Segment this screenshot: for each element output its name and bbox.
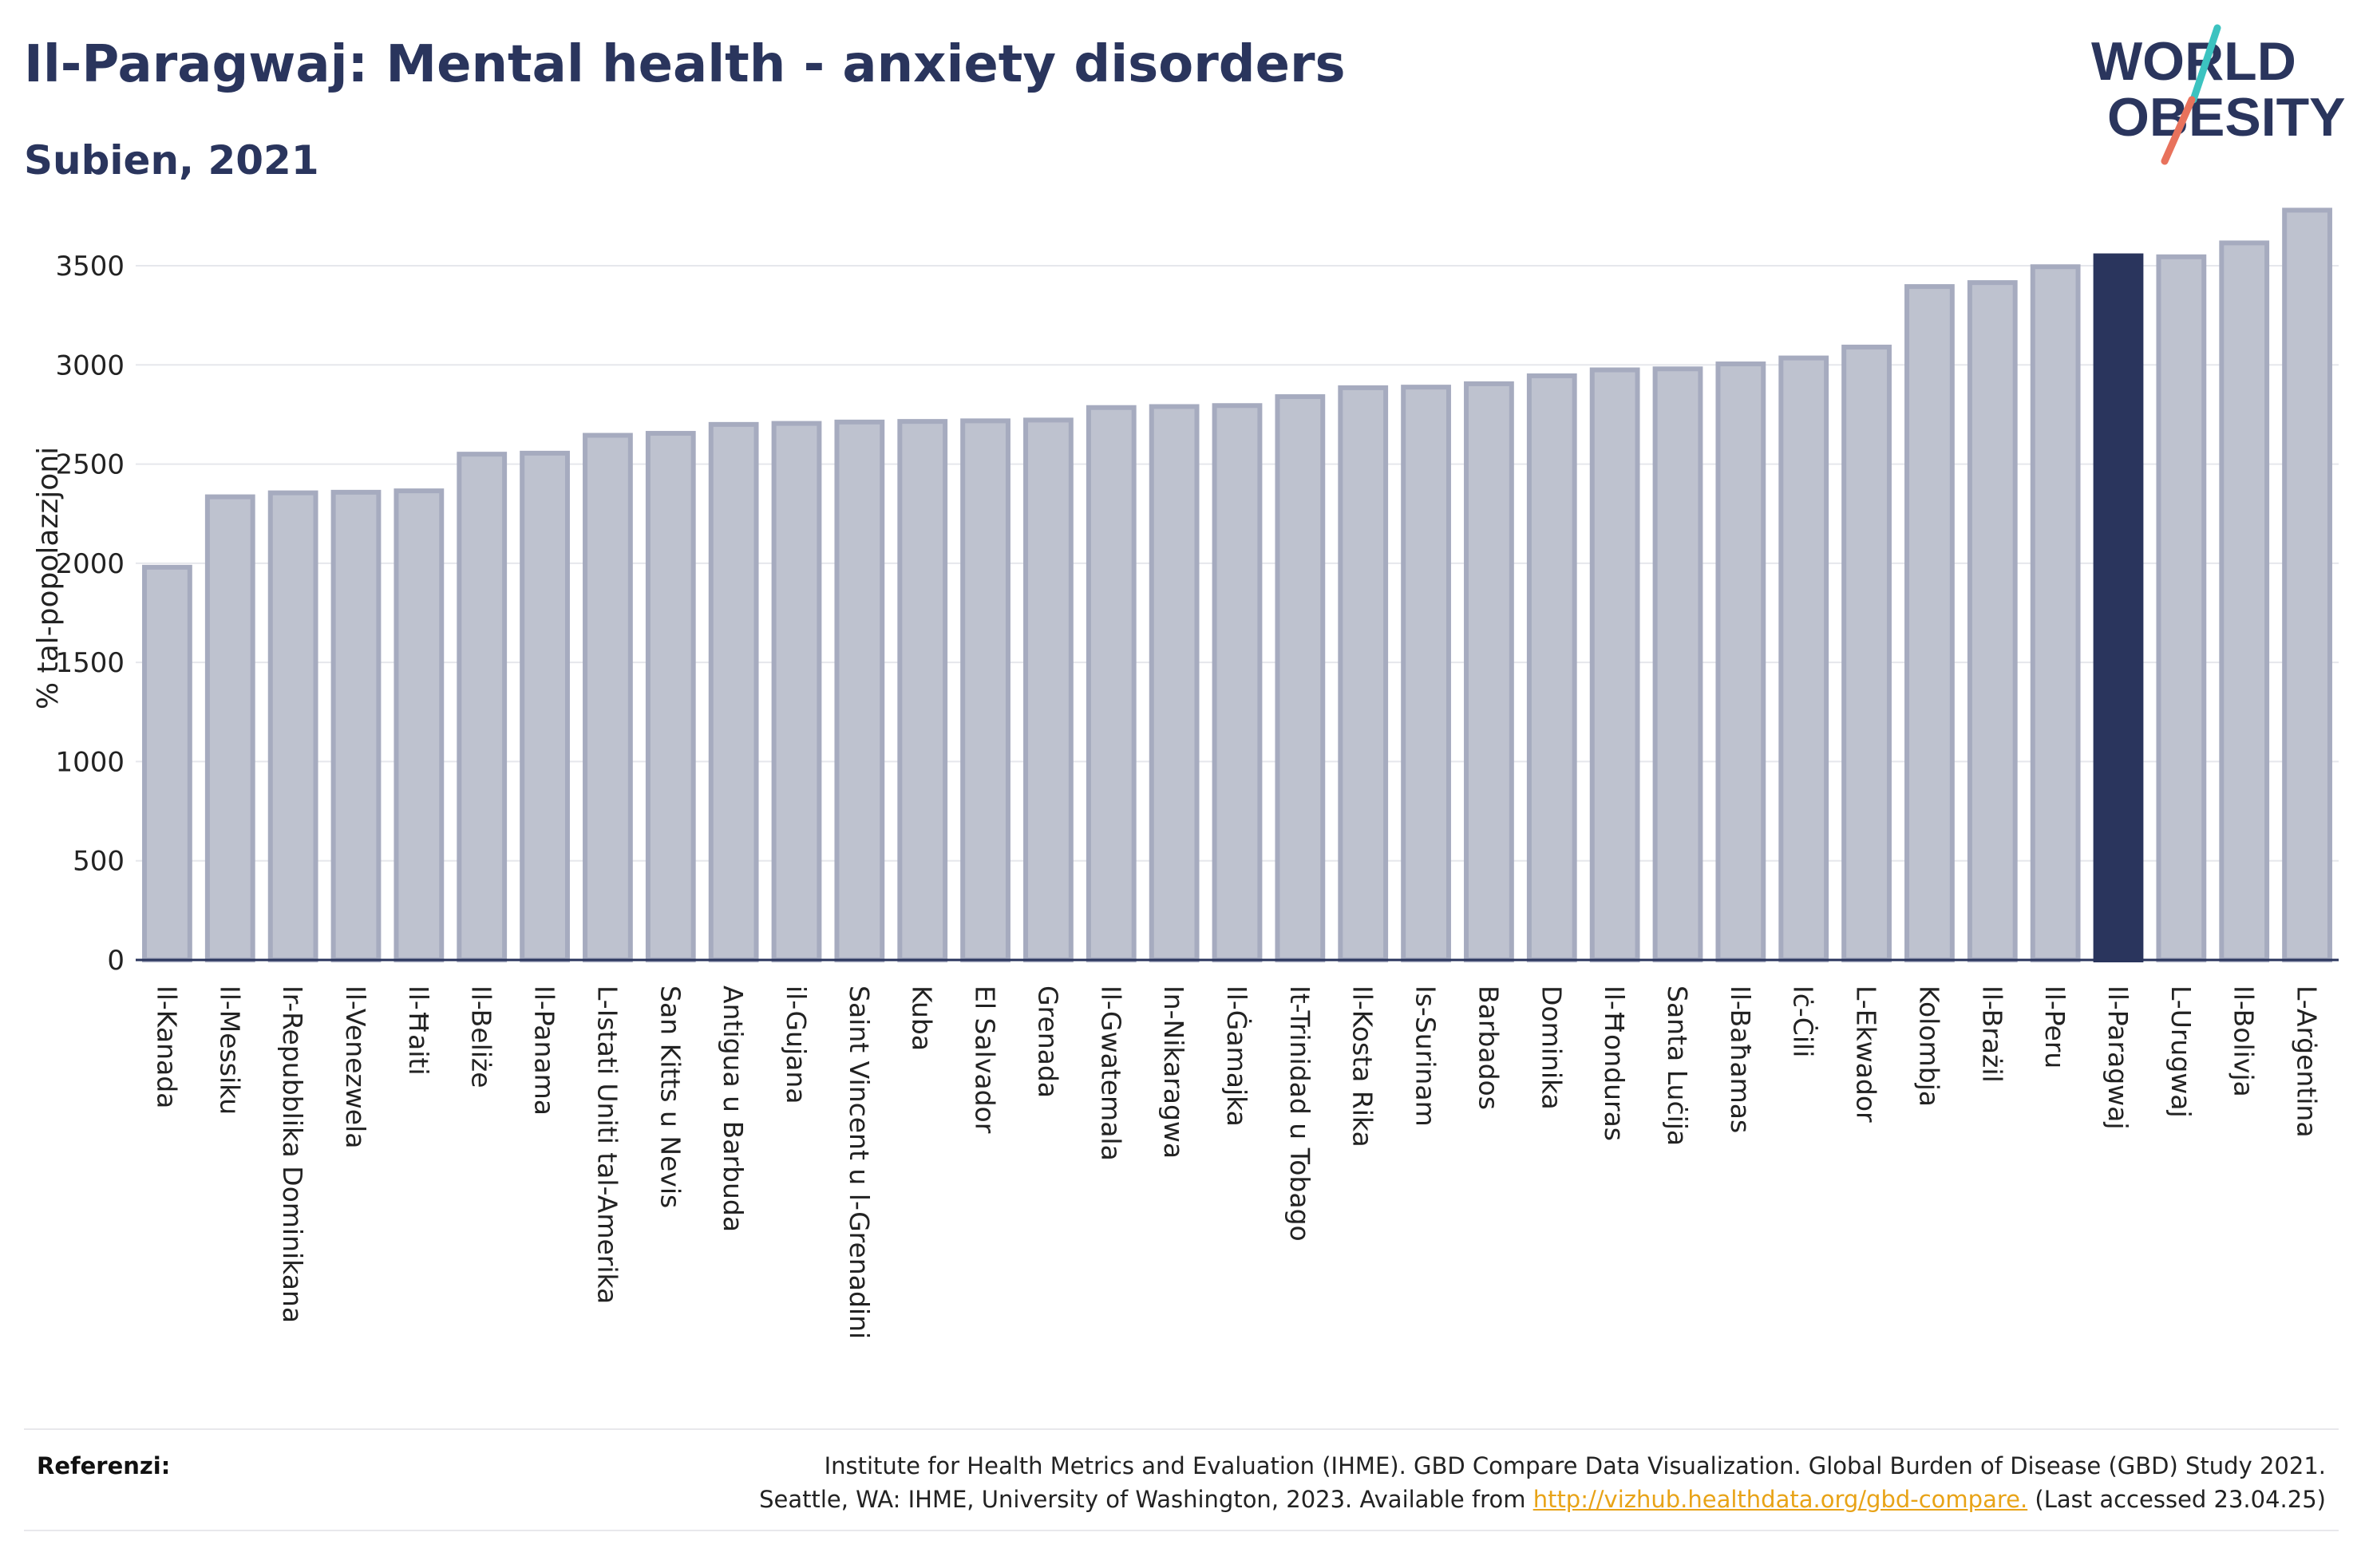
bar xyxy=(1086,405,1137,962)
x-tick-label: San Kitts u Nevis xyxy=(655,985,686,1208)
bar xyxy=(1652,366,1703,962)
bar xyxy=(708,421,759,962)
x-tick-label: Il-Paragwaj xyxy=(2102,985,2134,1130)
bar xyxy=(1715,361,1766,962)
y-axis-label: % tal-popolazzjoni xyxy=(32,447,65,709)
logo-word-obesity: OBESITY xyxy=(2107,87,2346,148)
bar xyxy=(1778,355,1829,963)
bar xyxy=(771,421,822,962)
y-tick-label: 2500 xyxy=(55,449,125,481)
x-tick-label: Il-Gwatemala xyxy=(1095,985,1126,1161)
chart-subtitle: Subien, 2021 xyxy=(24,137,319,184)
logo-slash-teal xyxy=(2189,24,2221,104)
gbd-compare-link[interactable]: http://vizhub.healthdata.org/gbd-compare… xyxy=(1532,1486,2028,1513)
bar xyxy=(394,488,445,962)
x-tick-label: Saint Vincent u l-Grenadini xyxy=(844,985,875,1339)
references-label: Referenzi: xyxy=(37,1452,171,1479)
x-tick-label: il-Gujana xyxy=(781,985,812,1104)
x-tick-label: Il-Brażil xyxy=(1976,985,2007,1083)
y-tick-label: 0 xyxy=(107,945,125,977)
x-tick-label: Il-Kanada xyxy=(151,985,182,1108)
bar xyxy=(1967,280,2018,962)
bar xyxy=(834,419,885,962)
x-tick-label: Il-Bolivja xyxy=(2229,985,2260,1097)
bar xyxy=(204,494,255,962)
x-tick-label: Grenada xyxy=(1032,985,1063,1098)
bar xyxy=(142,564,192,962)
x-tick-label: It-Trinidad u Tobago xyxy=(1284,985,1315,1242)
bar xyxy=(583,432,633,962)
x-tick-label: L-Urugwaj xyxy=(2165,985,2197,1118)
bar xyxy=(330,489,382,962)
x-tick-label: In-Nikaragwa xyxy=(1158,985,1189,1159)
x-tick-label: Dominika xyxy=(1536,985,1567,1110)
bar xyxy=(1904,284,1955,963)
y-tick-label: 3500 xyxy=(55,251,125,282)
x-tick-label: Il-Peru xyxy=(2039,985,2070,1068)
bar xyxy=(2156,254,2207,963)
reference-line-2-start: Seattle, WA: IHME, University of Washing… xyxy=(759,1486,1533,1513)
y-tick-label: 2000 xyxy=(55,548,125,580)
x-tick-label: Il-Beliże xyxy=(466,985,497,1088)
x-tick-label: Il-Panama xyxy=(529,985,560,1116)
bar-highlighted xyxy=(2093,253,2144,963)
x-tick-label: Il-Ġamajka xyxy=(1221,985,1253,1127)
x-tick-label: Il-Baħamas xyxy=(1725,985,1756,1133)
bar xyxy=(1275,394,1326,962)
bar-chart: 0 500 1000 1500 2000 2500 3000 3500 % tal-popola… xyxy=(32,207,2339,1339)
x-tick-label: L-Arġentina xyxy=(2292,985,2323,1138)
x-tick-label: Kuba xyxy=(907,985,938,1051)
logo-word-world: WORLD xyxy=(2091,31,2296,92)
reference-line-2: Seattle, WA: IHME, University of Washing… xyxy=(759,1483,2326,1516)
x-tick-label: Il-Kosta Rika xyxy=(1347,985,1378,1147)
y-tick-label: 3000 xyxy=(55,350,125,381)
x-tick-label: El Salvador xyxy=(970,985,1001,1134)
bar xyxy=(1149,404,1200,962)
bar xyxy=(1526,373,1577,962)
bar xyxy=(1338,385,1389,963)
references-footer: Referenzi: Institute for Health Metrics … xyxy=(24,1428,2339,1531)
x-tick-label: Iċ-Ċili xyxy=(1788,985,1820,1057)
logo-slash-coral xyxy=(2161,96,2196,165)
y-tick-label: 1500 xyxy=(55,647,125,679)
bar xyxy=(1023,417,1074,962)
references-text: Institute for Health Metrics and Evaluat… xyxy=(759,1449,2326,1516)
bar xyxy=(2030,264,2081,962)
bar xyxy=(1464,381,1514,962)
x-tick-label: Antigua u Barbuda xyxy=(718,985,749,1232)
x-tick-label: Il-Ħonduras xyxy=(1599,985,1630,1141)
bar xyxy=(1212,403,1263,962)
bar xyxy=(267,490,318,962)
bar xyxy=(897,419,948,962)
bar xyxy=(520,450,570,962)
x-tick-label: Il-Ħaiti xyxy=(403,985,434,1076)
bar xyxy=(2219,240,2270,962)
x-tick-label: Barbados xyxy=(1473,985,1504,1110)
x-tick-label: Santa Luċija xyxy=(1662,985,1693,1146)
reference-line-1: Institute for Health Metrics and Evaluat… xyxy=(824,1452,2326,1479)
bar xyxy=(457,452,508,962)
x-tick-label: Is-Surinam xyxy=(1410,985,1442,1127)
x-tick-label: Il-Venezwela xyxy=(340,985,371,1148)
bar xyxy=(960,418,1010,962)
bar xyxy=(1401,385,1451,962)
world-obesity-logo: WORLD OBESITY xyxy=(2091,24,2346,165)
bar xyxy=(645,431,696,962)
x-tick-label: L-Ekwador xyxy=(1851,985,1882,1123)
chart-title: Il-Paragwaj: Mental health - anxiety dis… xyxy=(24,35,1346,94)
bar xyxy=(1589,367,1640,962)
reference-line-2-end: (Last accessed 23.04.25) xyxy=(2027,1486,2326,1513)
x-tick-label: Il-Messiku xyxy=(214,985,245,1115)
bar xyxy=(1841,344,1892,962)
x-tick-label: Kolombja xyxy=(1913,985,1944,1107)
bar xyxy=(2282,207,2332,962)
y-tick-label: 500 xyxy=(73,846,125,878)
x-tick-label: L-Istati Uniti tal-Amerika xyxy=(591,985,623,1304)
x-tick-label: Ir-Repubblika Dominikana xyxy=(277,985,308,1323)
y-tick-label: 1000 xyxy=(55,746,125,778)
